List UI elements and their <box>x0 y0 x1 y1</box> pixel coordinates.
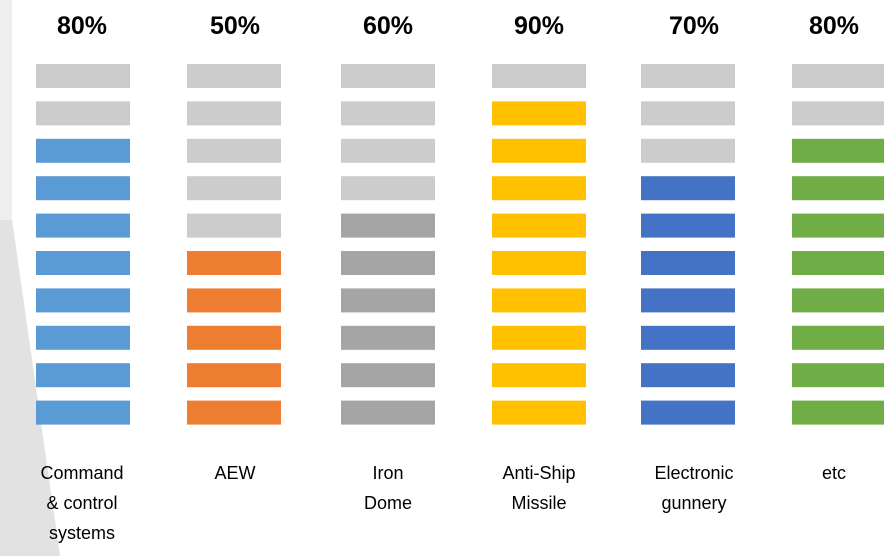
bar-segment-filled <box>341 325 435 350</box>
bar-segment-filled <box>341 363 435 388</box>
category-label: etc <box>822 463 846 483</box>
percent-label: 90% <box>514 12 564 40</box>
category-label: Dome <box>364 493 412 513</box>
bar-segment-filled <box>187 251 281 275</box>
bar-segment-empty <box>36 64 130 88</box>
bar-segment-filled <box>187 363 281 388</box>
category-label: Command <box>40 463 123 483</box>
bar-segment-filled <box>641 288 735 313</box>
percent-label: 60% <box>363 12 413 40</box>
category-label: systems <box>49 523 115 543</box>
bar-segment-filled <box>641 325 735 350</box>
percent-label: 70% <box>669 12 719 40</box>
bar-segment-filled <box>492 288 586 313</box>
bar-segment-filled <box>792 325 884 350</box>
bar-segment-empty <box>792 64 884 88</box>
bar-segment-empty <box>36 101 130 126</box>
bar-segment-filled <box>641 363 735 388</box>
bar-segment-filled <box>641 176 735 201</box>
bar-segment-filled <box>341 251 435 275</box>
percent-label: 80% <box>57 12 107 40</box>
bar-segment-empty <box>187 138 281 163</box>
bar-segment-filled <box>36 363 130 388</box>
bar-segment-filled <box>36 400 130 425</box>
bar-segment-empty <box>641 138 735 163</box>
category-label: Missile <box>511 493 566 513</box>
bar-segment-filled <box>792 213 884 238</box>
bar-segment-filled <box>492 363 586 388</box>
category-label: Iron <box>372 463 403 483</box>
bar-segment-empty <box>341 64 435 88</box>
bar-segment-filled <box>492 176 586 201</box>
bar-segment-filled <box>36 325 130 350</box>
bar-segment-empty <box>187 176 281 201</box>
bar-segment-filled <box>341 213 435 238</box>
category-label: Anti-Ship <box>502 463 575 483</box>
bar-segment-filled <box>641 213 735 238</box>
bar-segment-filled <box>341 288 435 313</box>
category-label: & control <box>46 493 117 513</box>
bar-segment-filled <box>641 251 735 275</box>
bar-segment-filled <box>492 400 586 425</box>
bar-segment-empty <box>641 101 735 126</box>
bar-segment-empty <box>341 176 435 201</box>
bar-segment-filled <box>492 251 586 275</box>
bar-segment-filled <box>492 138 586 163</box>
bar-segment-filled <box>36 213 130 238</box>
category-label: gunnery <box>661 493 726 513</box>
bar-segment-filled <box>187 288 281 313</box>
bar-segment-filled <box>187 400 281 425</box>
bar-segment-filled <box>492 101 586 126</box>
percent-label: 50% <box>210 12 260 40</box>
percent-label: 80% <box>809 12 859 40</box>
category-label: AEW <box>214 463 255 483</box>
bar-segment-empty <box>187 101 281 126</box>
bar-segment-empty <box>492 64 586 88</box>
bar-segment-filled <box>36 176 130 201</box>
bar-segment-filled <box>792 251 884 275</box>
bar-segment-empty <box>187 64 281 88</box>
bar-segment-empty <box>341 138 435 163</box>
bar-segment-filled <box>792 138 884 163</box>
bar-segment-empty <box>792 101 884 126</box>
bar-segment-filled <box>36 138 130 163</box>
category-label: Electronic <box>654 463 733 483</box>
bar-segment-filled <box>792 288 884 313</box>
bar-segment-filled <box>792 176 884 201</box>
bar-segment-filled <box>792 363 884 388</box>
bar-segment-filled <box>492 325 586 350</box>
bar-segment-filled <box>36 288 130 313</box>
bar-segment-empty <box>187 213 281 238</box>
bar-segment-filled <box>641 400 735 425</box>
bar-segment-filled <box>492 213 586 238</box>
bar-segment-filled <box>341 400 435 425</box>
bar-segment-filled <box>792 400 884 425</box>
bar-segment-empty <box>641 64 735 88</box>
bar-segment-filled <box>187 325 281 350</box>
bar-segment-empty <box>341 101 435 126</box>
bar-segment-filled <box>36 251 130 275</box>
